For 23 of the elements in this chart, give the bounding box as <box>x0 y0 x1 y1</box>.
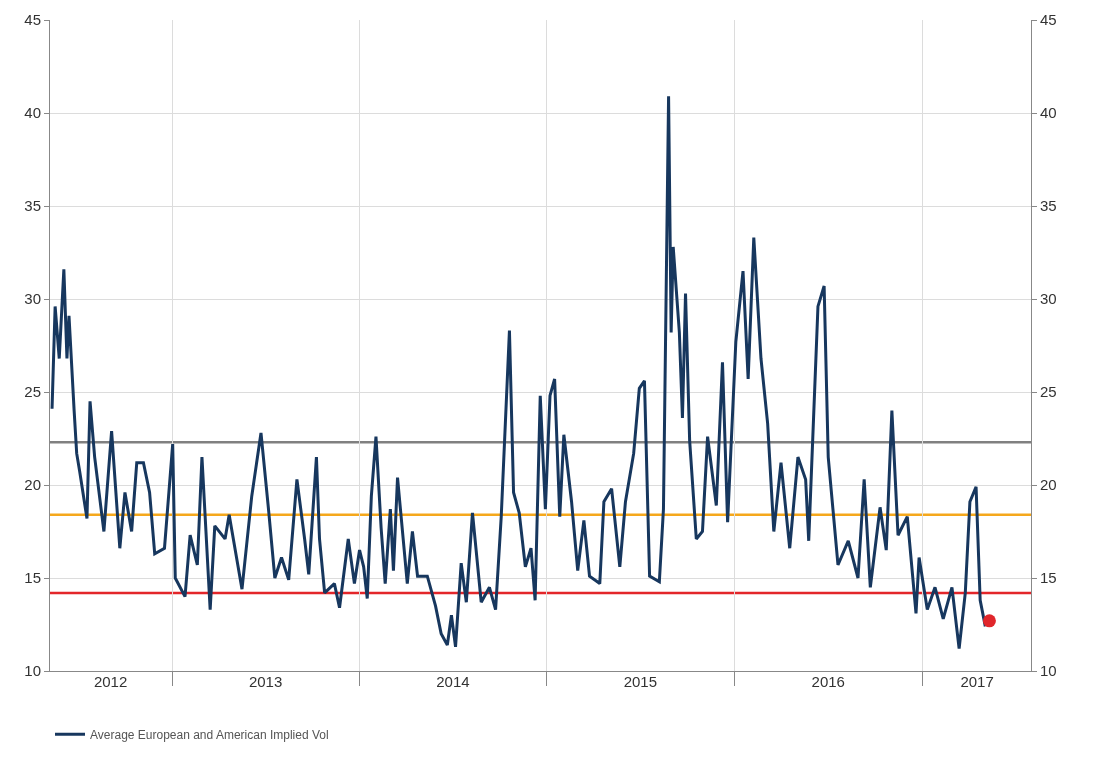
legend-label: Average European and American Implied Vol <box>90 728 329 743</box>
y2-tick-label: 30 <box>1040 290 1057 308</box>
y2-tick-label: 35 <box>1040 197 1057 215</box>
y2-tick-label: 40 <box>1040 104 1057 122</box>
y-tick-label: 40 <box>24 104 41 122</box>
x-tick-label: 2014 <box>436 673 470 690</box>
x-tick-label: 2015 <box>623 673 658 690</box>
x-tick-label: 2017 <box>960 673 994 690</box>
y2-tick-label: 10 <box>1040 662 1057 680</box>
y2-tick-label: 15 <box>1040 569 1057 587</box>
x-tick-label: 2012 <box>93 673 128 690</box>
y2-tick-label: 25 <box>1040 383 1057 401</box>
y-tick-label: 35 <box>24 197 41 215</box>
y-tick-label: 10 <box>24 662 41 680</box>
y2-tick-label: 45 <box>1040 11 1057 29</box>
x-tick-label: 2016 <box>811 673 845 690</box>
y-tick-label: 25 <box>24 383 41 401</box>
y2-tick-label: 20 <box>1040 476 1057 494</box>
y-tick-label: 15 <box>24 569 41 587</box>
y-tick-label: 45 <box>24 11 41 29</box>
y-tick-label: 30 <box>24 290 41 308</box>
x-tick-label: 2013 <box>248 673 283 690</box>
y-tick-label: 20 <box>24 476 41 494</box>
